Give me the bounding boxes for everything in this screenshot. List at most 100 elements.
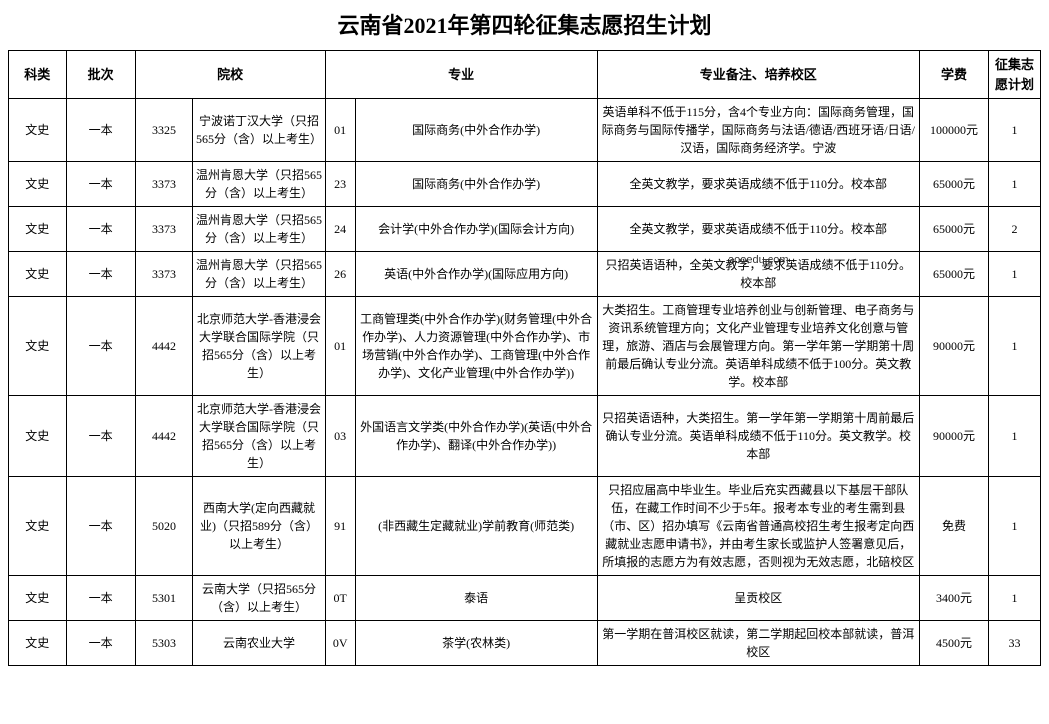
cell-school-name: 温州肯恩大学（只招565分（含）以上考生）: [193, 162, 325, 207]
col-header-major: 专业: [325, 51, 597, 99]
cell-plan: 1: [989, 252, 1041, 297]
table-row: 文史一本5301云南大学（只招565分（含）以上考生）0T泰语呈贡校区3400元…: [9, 576, 1041, 621]
cell-category: 文史: [9, 207, 67, 252]
cell-major-name: 国际商务(中外合作办学): [355, 162, 597, 207]
table-row: 文史一本3373温州肯恩大学（只招565分（含）以上考生）23国际商务(中外合作…: [9, 162, 1041, 207]
table-row: 文史一本3325宁波诺丁汉大学（只招565分（含）以上考生）01国际商务(中外合…: [9, 99, 1041, 162]
cell-major-name: 泰语: [355, 576, 597, 621]
cell-batch: 一本: [66, 576, 135, 621]
cell-tuition: 65000元: [920, 252, 989, 297]
cell-tuition: 90000元: [920, 396, 989, 477]
cell-plan: 1: [989, 576, 1041, 621]
table-row: 文史一本3373温州肯恩大学（只招565分（含）以上考生）26英语(中外合作办学…: [9, 252, 1041, 297]
cell-school-name: 温州肯恩大学（只招565分（含）以上考生）: [193, 252, 325, 297]
cell-tuition: 免费: [920, 477, 989, 576]
cell-school-name: 北京师范大学-香港浸会大学联合国际学院（只招565分（含）以上考生）: [193, 297, 325, 396]
cell-tuition: 65000元: [920, 207, 989, 252]
cell-batch: 一本: [66, 99, 135, 162]
cell-remark: 全英文教学，要求英语成绩不低于110分。校本部aooedu.com: [597, 207, 919, 252]
cell-school-code: 3373: [135, 207, 193, 252]
cell-major-name: 外国语言文学类(中外合作办学)(英语(中外合作办学)、翻译(中外合作办学)): [355, 396, 597, 477]
cell-tuition: 100000元: [920, 99, 989, 162]
cell-category: 文史: [9, 297, 67, 396]
cell-remark: 只招应届高中毕业生。毕业后充实西藏县以下基层干部队伍，在藏工作时间不少于5年。报…: [597, 477, 919, 576]
table-row: 文史一本5303云南农业大学0V茶学(农林类)第一学期在普洱校区就读，第二学期起…: [9, 621, 1041, 666]
cell-school-code: 4442: [135, 396, 193, 477]
cell-plan: 1: [989, 297, 1041, 396]
cell-remark: 只招英语语种，大类招生。第一学年第一学期第十周前最后确认专业分流。英语单科成绩不…: [597, 396, 919, 477]
table-header-row: 科类 批次 院校 专业 专业备注、培养校区 学费 征集志愿计划: [9, 51, 1041, 99]
cell-major-name: 会计学(中外合作办学)(国际会计方向): [355, 207, 597, 252]
col-header-remark: 专业备注、培养校区: [597, 51, 919, 99]
cell-major-name: 英语(中外合作办学)(国际应用方向): [355, 252, 597, 297]
enrollment-table: 科类 批次 院校 专业 专业备注、培养校区 学费 征集志愿计划 文史一本3325…: [8, 50, 1041, 666]
cell-school-code: 3373: [135, 162, 193, 207]
cell-remark: 只招英语语种，全英文教学，要求英语成绩不低于110分。校本部: [597, 252, 919, 297]
cell-school-code: 5303: [135, 621, 193, 666]
cell-major-code: 03: [325, 396, 355, 477]
cell-category: 文史: [9, 576, 67, 621]
cell-remark: 第一学期在普洱校区就读，第二学期起回校本部就读，普洱校区: [597, 621, 919, 666]
cell-school-code: 4442: [135, 297, 193, 396]
cell-plan: 1: [989, 162, 1041, 207]
cell-plan: 1: [989, 99, 1041, 162]
cell-major-code: 91: [325, 477, 355, 576]
cell-batch: 一本: [66, 252, 135, 297]
cell-major-code: 0V: [325, 621, 355, 666]
cell-major-code: 24: [325, 207, 355, 252]
table-row: 文史一本4442北京师范大学-香港浸会大学联合国际学院（只招565分（含）以上考…: [9, 396, 1041, 477]
cell-category: 文史: [9, 477, 67, 576]
cell-major-name: 工商管理类(中外合作办学)(财务管理(中外合作办学)、人力资源管理(中外合作办学…: [355, 297, 597, 396]
cell-batch: 一本: [66, 396, 135, 477]
cell-batch: 一本: [66, 207, 135, 252]
col-header-tuition: 学费: [920, 51, 989, 99]
page-title: 云南省2021年第四轮征集志愿招生计划: [8, 8, 1041, 40]
cell-category: 文史: [9, 162, 67, 207]
cell-remark: 呈贡校区: [597, 576, 919, 621]
cell-tuition: 65000元: [920, 162, 989, 207]
table-row: 文史一本3373温州肯恩大学（只招565分（含）以上考生）24会计学(中外合作办…: [9, 207, 1041, 252]
cell-category: 文史: [9, 252, 67, 297]
cell-category: 文史: [9, 396, 67, 477]
cell-school-name: 北京师范大学-香港浸会大学联合国际学院（只招565分（含）以上考生）: [193, 396, 325, 477]
cell-school-code: 3373: [135, 252, 193, 297]
table-row: 文史一本4442北京师范大学-香港浸会大学联合国际学院（只招565分（含）以上考…: [9, 297, 1041, 396]
cell-school-name: 云南农业大学: [193, 621, 325, 666]
cell-remark: 英语单科不低于115分，含4个专业方向：国际商务管理，国际商务与国际传播学，国际…: [597, 99, 919, 162]
cell-school-name: 温州肯恩大学（只招565分（含）以上考生）: [193, 207, 325, 252]
cell-major-name: 茶学(农林类): [355, 621, 597, 666]
cell-tuition: 4500元: [920, 621, 989, 666]
col-header-batch: 批次: [66, 51, 135, 99]
cell-major-code: 0T: [325, 576, 355, 621]
cell-batch: 一本: [66, 621, 135, 666]
col-header-school: 院校: [135, 51, 325, 99]
cell-batch: 一本: [66, 477, 135, 576]
cell-major-code: 23: [325, 162, 355, 207]
cell-plan: 1: [989, 477, 1041, 576]
cell-batch: 一本: [66, 162, 135, 207]
cell-tuition: 90000元: [920, 297, 989, 396]
cell-plan: 33: [989, 621, 1041, 666]
table-row: 文史一本5020西南大学(定向西藏就业)（只招589分（含）以上考生）91(非西…: [9, 477, 1041, 576]
cell-plan: 1: [989, 396, 1041, 477]
col-header-plan: 征集志愿计划: [989, 51, 1041, 99]
cell-school-code: 5020: [135, 477, 193, 576]
cell-school-name: 西南大学(定向西藏就业)（只招589分（含）以上考生）: [193, 477, 325, 576]
cell-category: 文史: [9, 99, 67, 162]
cell-school-code: 5301: [135, 576, 193, 621]
cell-tuition: 3400元: [920, 576, 989, 621]
cell-major-name: 国际商务(中外合作办学): [355, 99, 597, 162]
cell-major-code: 01: [325, 297, 355, 396]
cell-major-code: 26: [325, 252, 355, 297]
cell-plan: 2: [989, 207, 1041, 252]
col-header-category: 科类: [9, 51, 67, 99]
cell-major-code: 01: [325, 99, 355, 162]
cell-school-name: 云南大学（只招565分（含）以上考生）: [193, 576, 325, 621]
cell-school-code: 3325: [135, 99, 193, 162]
cell-batch: 一本: [66, 297, 135, 396]
cell-remark: 全英文教学，要求英语成绩不低于110分。校本部: [597, 162, 919, 207]
cell-school-name: 宁波诺丁汉大学（只招565分（含）以上考生）: [193, 99, 325, 162]
cell-major-name: (非西藏生定藏就业)学前教育(师范类): [355, 477, 597, 576]
cell-remark: 大类招生。工商管理专业培养创业与创新管理、电子商务与资讯系统管理方向；文化产业管…: [597, 297, 919, 396]
cell-category: 文史: [9, 621, 67, 666]
